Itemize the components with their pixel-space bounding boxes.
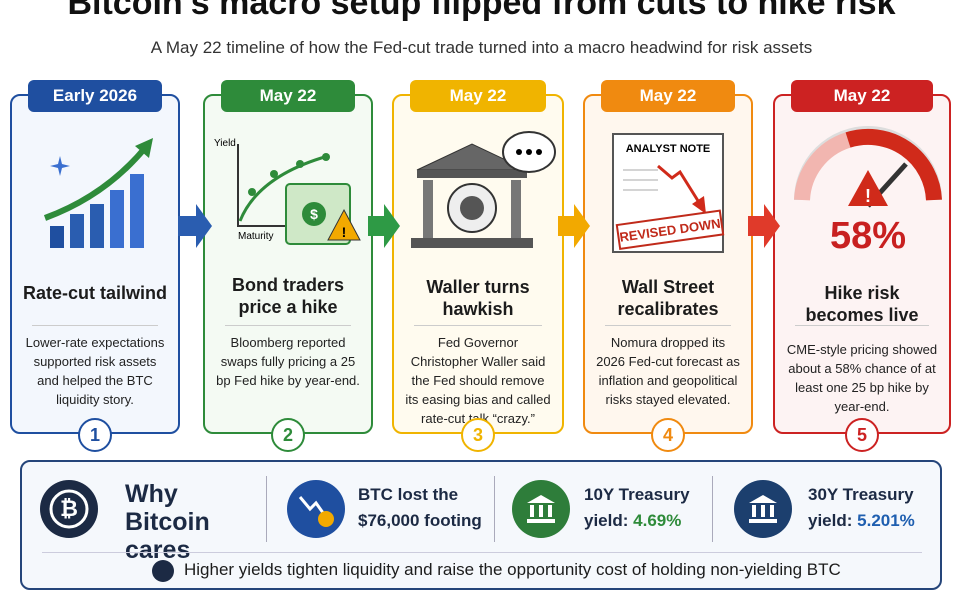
arrow	[178, 204, 212, 248]
svg-text:$: $	[310, 206, 318, 222]
illustration: ! 58%	[778, 126, 946, 257]
btc-icon: ₿	[40, 480, 98, 538]
arrow	[368, 204, 400, 248]
why-panel: ₿ Why Bitcoin cares BTC lost the $76,000 …	[20, 460, 942, 590]
drop-icon	[287, 480, 345, 538]
arrow	[558, 204, 590, 248]
arrow	[748, 204, 780, 248]
card-body: CME-style pricing showed about a 58% cha…	[786, 342, 938, 414]
badge: May 22	[221, 80, 355, 112]
svg-text:₿: ₿	[60, 496, 78, 521]
panel-footer: Higher yields tighten liquidity and rais…	[184, 560, 841, 579]
badge: May 22	[791, 80, 933, 112]
illustration	[15, 126, 175, 256]
bank-icon	[734, 480, 792, 538]
arrows	[178, 204, 780, 248]
panel-heading: Why Bitcoin cares	[125, 480, 210, 564]
card-heading: Wall Street recalibrates	[617, 277, 719, 319]
badge: May 22	[410, 80, 546, 112]
step-number: 2	[271, 418, 305, 452]
illustration: Yield Maturity $!	[208, 126, 368, 256]
10y-text: 10Y Treasury yield: 4.69%	[584, 482, 690, 534]
item-line: 10Y Treasury	[584, 485, 690, 504]
svg-text:!: !	[865, 186, 871, 206]
item-line: BTC lost the	[358, 485, 459, 504]
card-heading: Rate-cut tailwind	[22, 283, 167, 303]
badge: May 22	[601, 80, 735, 112]
subtitle: A May 22 timeline of how the Fed-cut tra…	[150, 38, 813, 57]
item-label: yield:	[584, 511, 629, 530]
step-number: 3	[461, 418, 495, 452]
card-heading: Bond traders price a hike	[231, 275, 345, 317]
illustration: ANALYST NOTE REVISED DOWN	[588, 126, 748, 256]
illustration	[397, 126, 559, 256]
card-body: Nomura dropped its 2026 Fed-cut forecast…	[596, 335, 740, 407]
step-number: 5	[845, 418, 879, 452]
divider	[605, 325, 731, 326]
item-label: yield:	[808, 511, 853, 530]
page: Bitcoin's macro setup flipped from cuts …	[10, 0, 951, 590]
card-heading: Waller turns hawkish	[426, 277, 530, 319]
divider	[795, 325, 929, 326]
30y-text: 30Y Treasury yield: 5.201%	[808, 482, 915, 534]
divider	[225, 325, 351, 326]
item-value: 5.201%	[857, 511, 915, 530]
svg-text:!: !	[342, 224, 347, 240]
card	[10, 94, 180, 434]
bank-icon	[512, 480, 570, 538]
btc-text: BTC lost the $76,000 footing	[358, 482, 482, 534]
step-number: 1	[78, 418, 112, 452]
item-line: 30Y Treasury	[808, 485, 914, 504]
note-title: ANALYST NOTE	[626, 143, 711, 155]
step-number: 4	[651, 418, 685, 452]
card-body: Lower-rate expectations supported risk a…	[25, 335, 165, 407]
divider	[32, 325, 158, 326]
badge: Early 2026	[28, 80, 162, 112]
axis-label: Yield	[214, 138, 236, 149]
big-number: 58%	[830, 215, 906, 256]
item-value: 4.69%	[633, 511, 682, 530]
card	[203, 94, 373, 434]
title: Bitcoin's macro setup flipped from cuts …	[67, 0, 896, 22]
item-line: $76,000 footing	[358, 511, 482, 530]
divider	[414, 325, 542, 326]
card-heading: Hike risk becomes live	[805, 283, 919, 325]
card-body: Bloomberg reported swaps fully pricing a…	[216, 335, 360, 388]
axis-label: Maturity	[238, 231, 274, 242]
